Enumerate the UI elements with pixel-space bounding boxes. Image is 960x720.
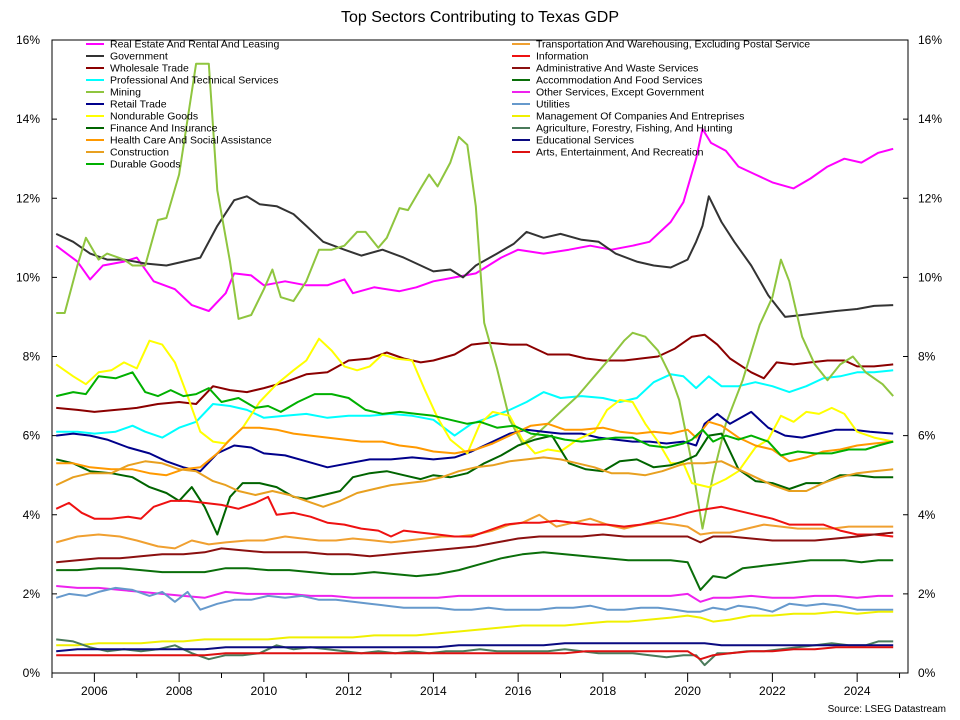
y-tick-label-right: 10% (918, 270, 942, 284)
y-tick-label-right: 0% (918, 666, 936, 680)
series-line (56, 531, 894, 564)
y-tick-label-left: 16% (16, 33, 40, 47)
legend-label: Information (536, 51, 589, 63)
y-tick-label-right: 4% (918, 508, 936, 522)
legend-label: Accommodation And Food Services (536, 75, 702, 87)
series-line (56, 642, 894, 653)
series-line (56, 646, 894, 661)
series-line (56, 585, 894, 603)
series-line (55, 195, 894, 318)
legend-label: Professional And Technical Services (110, 75, 278, 87)
source-note: Source: LSEG Datastream (828, 704, 946, 715)
legend-label: Finance And Insurance (110, 123, 218, 135)
y-tick-label-left: 4% (23, 508, 41, 522)
y-tick-label-right: 12% (918, 191, 942, 205)
series-line (55, 456, 894, 508)
x-tick-label: 2016 (505, 684, 532, 698)
legend-label: Construction (110, 147, 169, 159)
legend-label: Management Of Companies And Entreprises (536, 111, 744, 123)
x-tick-label: 2024 (844, 684, 871, 698)
series-line (56, 610, 894, 647)
y-tick-label-right: 6% (918, 429, 936, 443)
y-tick-label-left: 14% (16, 112, 40, 126)
axes: 0% 0% 2% 2% 4% 4% 6% 6% 8% 8% 10% 10% 12% 12% 14% 14% 16… (16, 33, 942, 698)
series-line (56, 410, 894, 473)
x-tick-label: 2010 (251, 684, 278, 698)
legend-label: Nondurable Goods (110, 111, 198, 123)
series-line (56, 420, 894, 477)
series-line (56, 551, 894, 591)
y-tick-label-right: 8% (918, 350, 936, 364)
x-tick-label: 2018 (590, 684, 617, 698)
legend-label: Educational Services (536, 135, 634, 147)
y-tick-label-right: 16% (918, 33, 942, 47)
x-tick-label: 2014 (420, 684, 447, 698)
y-tick-label-right: 14% (918, 112, 942, 126)
legend-label: Agriculture, Forestry, Fishing, And Hunt… (536, 123, 733, 135)
legend-label: Transportation And Warehousing, Excludin… (536, 39, 810, 51)
x-tick-label: 2022 (759, 684, 786, 698)
x-tick-label: 2006 (81, 684, 108, 698)
x-tick-label: 2008 (166, 684, 193, 698)
legend-label: Health Care And Social Assistance (110, 135, 272, 147)
x-tick-label: 2012 (335, 684, 362, 698)
series-line (55, 586, 894, 613)
legend-label: Utilities (536, 99, 570, 111)
series-line (56, 62, 894, 530)
legend-label: Retail Trade (110, 99, 167, 111)
series-line (55, 432, 894, 536)
y-tick-label-left: 12% (16, 191, 40, 205)
y-tick-label-left: 0% (23, 666, 41, 680)
y-tick-label-left: 2% (23, 587, 41, 601)
series-line (55, 337, 894, 489)
chart-title: Top Sectors Contributing to Texas GDP (341, 9, 619, 26)
legend-label: Other Services, Except Government (536, 87, 704, 99)
series-line (55, 513, 894, 550)
legend-label: Mining (110, 87, 141, 99)
legend: Real Estate And Rental And LeasingGovern… (86, 39, 810, 171)
legend-label: Arts, Entertainment, And Recreation (536, 147, 704, 159)
legend-label: Wholesale Trade (110, 63, 189, 75)
y-tick-label-right: 2% (918, 587, 936, 601)
legend-label: Government (110, 51, 168, 63)
y-tick-label-left: 8% (23, 350, 41, 364)
series-line (55, 128, 894, 312)
series-line (55, 371, 894, 457)
legend-label: Administrative And Waste Services (536, 63, 698, 75)
legend-label: Durable Goods (110, 159, 181, 171)
y-tick-label-left: 6% (23, 429, 41, 443)
y-tick-label-left: 10% (16, 270, 40, 284)
legend-label: Real Estate And Rental And Leasing (110, 39, 279, 51)
series-lines (55, 62, 894, 667)
x-tick-label: 2020 (674, 684, 701, 698)
series-line (55, 495, 894, 538)
